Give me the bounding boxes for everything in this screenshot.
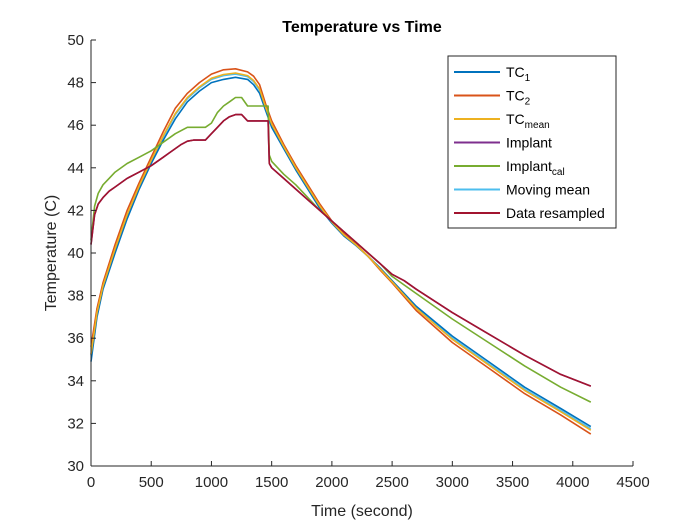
y-tick-label-5: 40 bbox=[67, 245, 84, 262]
series-line-4 bbox=[90, 96, 592, 403]
x-tick-label-1: 500 bbox=[139, 474, 164, 491]
x-tick-label-8: 4000 bbox=[556, 474, 589, 491]
y-tick-label-0: 30 bbox=[67, 458, 84, 475]
legend-label-5: Moving mean bbox=[506, 182, 590, 198]
series-line-1 bbox=[90, 68, 592, 435]
y-tick-label-3: 36 bbox=[67, 330, 84, 347]
y-axis-label: Temperature (C) bbox=[43, 195, 60, 311]
x-tick-label-9: 4500 bbox=[616, 474, 649, 491]
x-tick-label-6: 3000 bbox=[436, 474, 469, 491]
series-line-2 bbox=[90, 72, 592, 431]
axes-layer: 0 500 1000 1500 2000 2500 3000 3500 4000 4500 30 32… bbox=[67, 32, 649, 491]
x-tick-label-4: 2000 bbox=[315, 474, 348, 491]
y-tick-label-10: 50 bbox=[67, 32, 84, 49]
x-tick-label-2: 1000 bbox=[195, 474, 228, 491]
y-tick-label-2: 34 bbox=[67, 373, 84, 390]
y-tick-label-4: 38 bbox=[67, 288, 84, 305]
series-line-6 bbox=[90, 113, 592, 387]
x-tick-label-5: 2500 bbox=[375, 474, 408, 491]
legend-label-2: TCmean bbox=[506, 111, 550, 131]
x-tick-label-0: 0 bbox=[87, 474, 95, 491]
legend-label-6: Data resampled bbox=[506, 205, 605, 221]
y-tick-label-1: 32 bbox=[67, 415, 84, 432]
series-layer bbox=[90, 68, 592, 435]
legend: TC1 TC2 TCmean Implant Implantcal Moving mean… bbox=[447, 55, 617, 229]
legend-label-4: Implantcal bbox=[506, 158, 565, 178]
x-axis-label: Time (second) bbox=[311, 503, 413, 520]
legend-label-1: TC2 bbox=[506, 88, 531, 108]
y-tick-label-8: 46 bbox=[67, 117, 84, 134]
legend-label-3: Implant bbox=[506, 135, 552, 151]
y-tick-label-9: 48 bbox=[67, 75, 84, 92]
x-tick-label-3: 1500 bbox=[255, 474, 288, 491]
chart-title: Temperature vs Time bbox=[282, 19, 442, 36]
x-tick-label-7: 3500 bbox=[496, 474, 529, 491]
y-tick-label-6: 42 bbox=[67, 202, 84, 219]
series-line-0 bbox=[90, 76, 592, 428]
legend-label-0: TC1 bbox=[506, 64, 531, 84]
y-tick-label-7: 44 bbox=[67, 160, 84, 177]
